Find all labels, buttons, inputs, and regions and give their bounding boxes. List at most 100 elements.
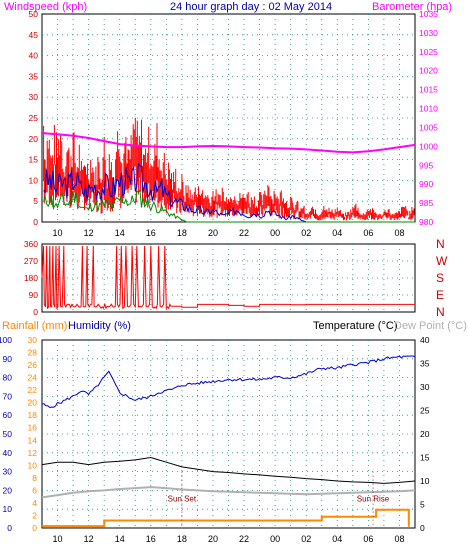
temperature-tick-label: 30	[420, 382, 430, 392]
temperature-tick-label: 35	[420, 359, 430, 369]
windspeed-tick-label: 15	[29, 155, 39, 165]
temperature-axis-title: Temperature (°C)	[313, 320, 397, 332]
humidity-tick-label: 100	[0, 335, 12, 345]
rainfall-tick-label: 4	[32, 498, 37, 508]
rainfall-tick-label: 26	[28, 360, 38, 370]
dewpoint-axis-title: Dew Point (°C)	[394, 320, 467, 332]
x-tick-label: 14	[115, 534, 125, 544]
x-tick-label: 06	[363, 228, 373, 238]
temperature-tick-label: 15	[420, 453, 430, 463]
dewpoint-line	[41, 486, 416, 499]
barometer-tick-label: 1030	[419, 28, 438, 38]
humidity-tick-label: 0	[7, 523, 12, 533]
barometer-tick-label: 1005	[419, 122, 438, 132]
x-tick-label: 22	[239, 534, 249, 544]
compass-w: W	[436, 254, 448, 268]
rainfall-tick-label: 20	[28, 398, 38, 408]
rainfall-tick-label: 6	[32, 485, 37, 495]
rainfall-tick-label: 2	[32, 510, 37, 520]
x-tick-label: 00	[270, 228, 280, 238]
rainfall-tick-label: 28	[28, 348, 38, 358]
x-tick-label: 20	[208, 534, 218, 544]
windspeed-tick-label: 0	[33, 217, 38, 227]
humidity-tick-label: 40	[3, 448, 13, 458]
x-tick-label: 06	[363, 534, 373, 544]
barometer-tick-label: 1015	[419, 85, 438, 95]
rainfall-tick-label: 14	[28, 435, 38, 445]
temperature-tick-label: 5	[420, 500, 425, 510]
humidity-axis-title: Humidity (%)	[68, 320, 131, 332]
chart-title: 24 hour graph day : 02 May 2014	[170, 1, 332, 13]
direction-tick-label: 0	[33, 307, 38, 317]
x-tick-label: 22	[239, 228, 249, 238]
humidity-tick-label: 20	[3, 485, 13, 495]
windspeed-tick-label: 25	[29, 113, 39, 123]
humidity-tick-label: 60	[3, 410, 13, 420]
barometer-tick-label: 990	[419, 179, 433, 189]
x-tick-label: 10	[53, 534, 63, 544]
rainfall-tick-label: 22	[28, 385, 38, 395]
barometer-line	[41, 132, 416, 154]
rainfall-tick-label: 30	[28, 335, 38, 345]
humidity-tick-label: 10	[3, 504, 13, 514]
temperature-line	[41, 456, 416, 484]
x-tick-label: 04	[332, 228, 342, 238]
sunset-label: Sun Set	[168, 495, 197, 504]
temperature-tick-label: 20	[420, 429, 430, 439]
windspeed-tick-label: 45	[29, 30, 39, 40]
wind-direction-panel: 0 90 180 270 360	[24, 239, 416, 317]
x-tick-label: 14	[115, 228, 125, 238]
wind-minimum-line	[43, 188, 415, 223]
barometer-tick-label: 1025	[419, 47, 438, 57]
windspeed-tick-label: 40	[29, 51, 39, 61]
rainfall-axis-title: Rainfall (mm)	[2, 320, 67, 332]
rainfall-tick-label: 10	[28, 460, 38, 470]
barometer-tick-label: 980	[419, 217, 433, 227]
temperature-tick-label: 0	[420, 523, 425, 533]
x-tick-label: 12	[84, 534, 94, 544]
windspeed-tick-label: 50	[29, 9, 39, 19]
rainfall-tick-label: 8	[32, 473, 37, 483]
x-tick-label: 12	[84, 228, 94, 238]
direction-tick-label: 360	[24, 239, 38, 249]
rainfall-tick-label: 12	[28, 448, 38, 458]
wind-barometer-panel: 0510152025303540455098098599099510001005…	[29, 9, 439, 238]
windspeed-tick-label: 30	[29, 92, 39, 102]
compass-letters: N W S E N	[436, 237, 448, 319]
humidity-tick-label: 90	[3, 354, 13, 364]
barometer-tick-label: 1020	[419, 66, 438, 76]
temperature-tick-label: 10	[420, 476, 430, 486]
x-tick-label: 18	[177, 228, 187, 238]
x-tick-label: 02	[301, 534, 311, 544]
x-tick-label: 18	[177, 534, 187, 544]
temperature-tick-label: 25	[420, 406, 430, 416]
rainfall-tick-label: 16	[28, 423, 38, 433]
barometer-tick-label: 1010	[419, 104, 438, 114]
x-tick-label: 20	[208, 228, 218, 238]
rainfall-tick-label: 0	[32, 523, 37, 533]
direction-tick-label: 180	[24, 273, 38, 283]
barometer-tick-label: 1000	[419, 141, 438, 151]
x-tick-label: 00	[270, 534, 280, 544]
humidity-line	[41, 355, 416, 409]
x-tick-label: 16	[146, 228, 156, 238]
windspeed-tick-label: 10	[29, 175, 39, 185]
compass-n-bottom: N	[436, 305, 445, 319]
barometer-tick-label: 1035	[419, 9, 438, 19]
compass-e: E	[436, 288, 444, 302]
barometer-tick-label: 995	[419, 160, 433, 170]
x-tick-label: 10	[53, 228, 63, 238]
compass-s: S	[436, 271, 444, 285]
x-tick-label: 08	[394, 534, 404, 544]
sunrise-label: Sun Rise	[357, 495, 390, 504]
windspeed-tick-label: 5	[33, 196, 38, 206]
humidity-tick-label: 30	[3, 467, 13, 477]
temperature-tick-label: 40	[420, 335, 430, 345]
windspeed-tick-label: 35	[29, 71, 39, 81]
humidity-tick-label: 50	[3, 429, 13, 439]
x-tick-label: 04	[332, 534, 342, 544]
x-tick-label: 16	[146, 534, 156, 544]
windspeed-axis-title: Windspeed (kph)	[4, 1, 87, 13]
rainfall-tick-label: 24	[28, 373, 38, 383]
